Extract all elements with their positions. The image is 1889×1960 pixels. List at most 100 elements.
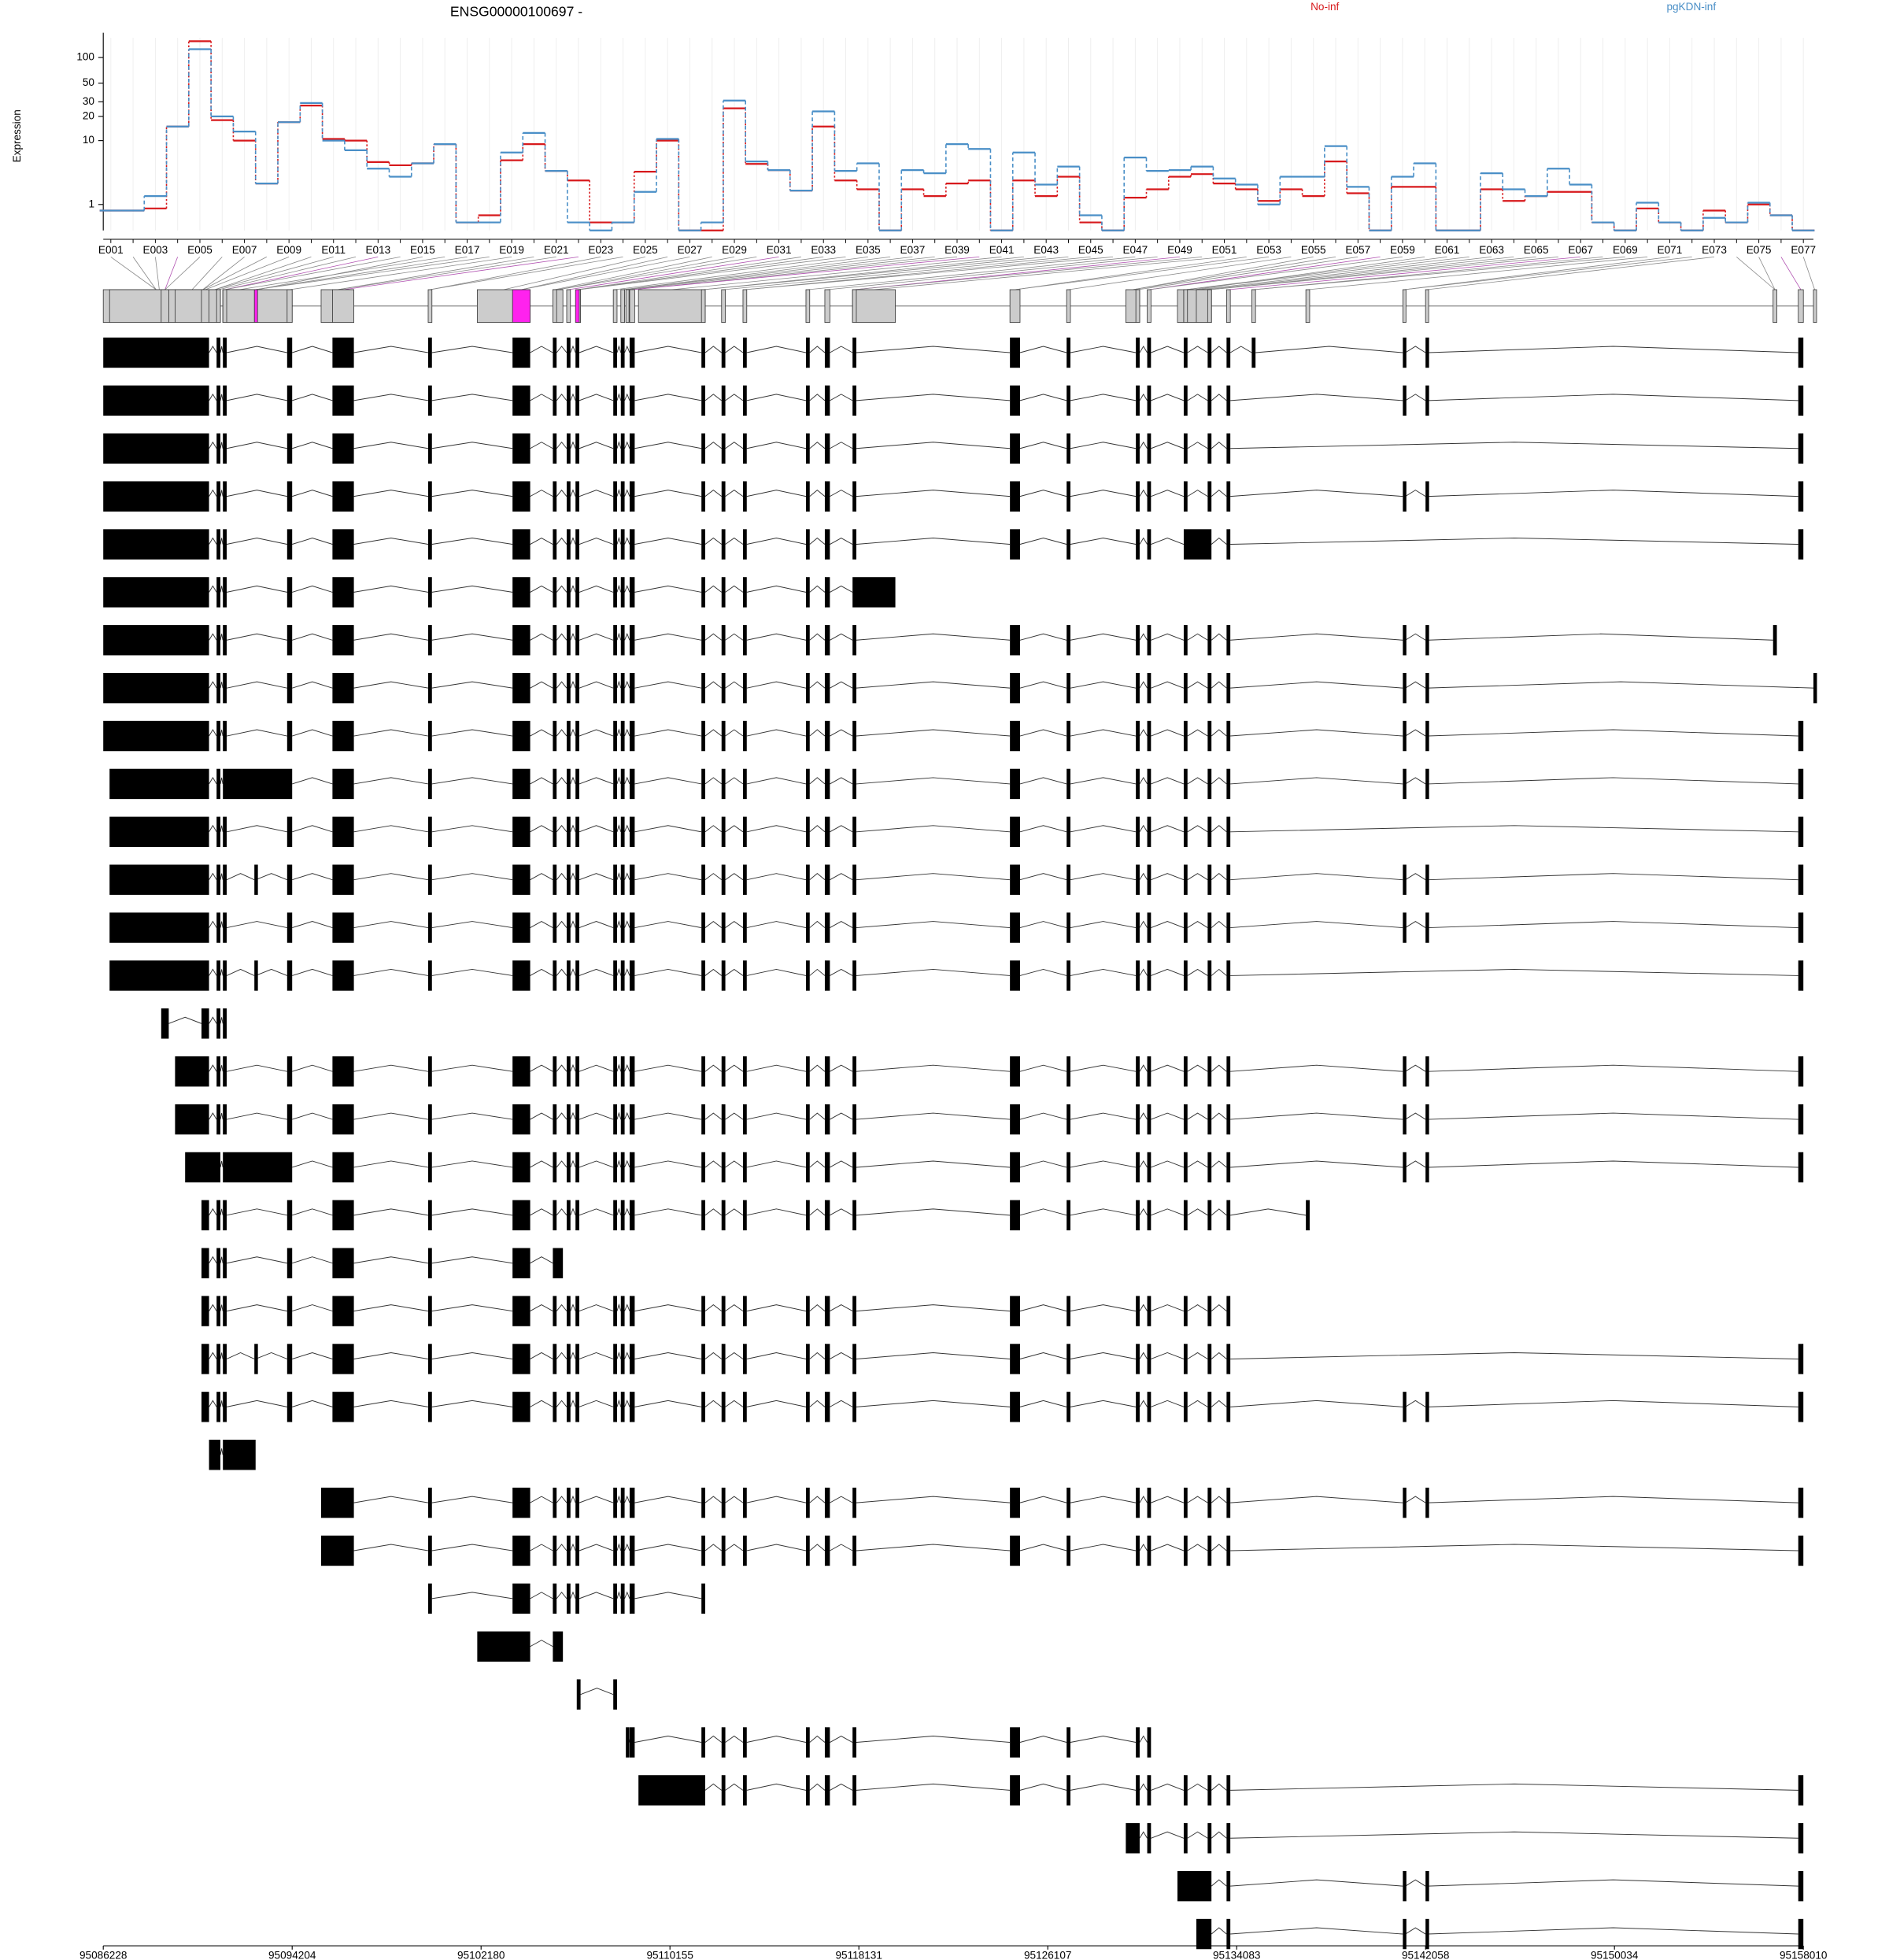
intron — [634, 968, 702, 976]
intron — [209, 1400, 217, 1407]
bin-connector — [1253, 257, 1625, 290]
exon — [1147, 768, 1152, 800]
intron — [556, 1400, 567, 1407]
exon — [512, 1152, 530, 1183]
intron — [220, 1065, 224, 1072]
intron — [1405, 394, 1426, 401]
exon — [824, 481, 830, 512]
exon — [223, 1296, 227, 1326]
exon — [427, 1487, 432, 1518]
x-tick-label: E075 — [1747, 244, 1772, 256]
bin-connector — [214, 257, 334, 290]
exon — [1226, 1918, 1231, 1950]
intron — [220, 777, 224, 785]
intron — [556, 1160, 567, 1168]
exon — [1136, 1056, 1140, 1087]
intron — [431, 1400, 513, 1407]
intron — [556, 394, 567, 401]
exon — [254, 1344, 258, 1374]
exon — [721, 960, 726, 991]
intron — [1151, 1400, 1185, 1407]
intron — [634, 1304, 702, 1312]
intron — [616, 1159, 622, 1168]
exon — [223, 481, 227, 512]
bin-connector — [626, 257, 935, 290]
intron — [220, 1400, 224, 1407]
exon — [223, 720, 227, 752]
intron — [1139, 1544, 1148, 1551]
exon — [1207, 433, 1212, 464]
exon — [620, 864, 625, 895]
intron — [431, 1352, 513, 1359]
intron — [226, 968, 255, 976]
intron — [220, 346, 224, 353]
intron — [1211, 1831, 1227, 1839]
intron — [570, 537, 576, 545]
intron — [579, 585, 614, 593]
intron — [1070, 346, 1137, 353]
exon — [721, 768, 726, 800]
exon — [824, 1775, 830, 1806]
exon — [223, 1008, 227, 1039]
intron — [634, 1352, 702, 1359]
transcript — [175, 1104, 1804, 1135]
exon — [566, 1200, 571, 1231]
exon-bin — [1773, 289, 1777, 323]
intron — [1187, 1160, 1208, 1168]
exon — [620, 481, 625, 512]
exon — [185, 1152, 221, 1183]
exon — [286, 1248, 293, 1278]
intron — [1070, 1496, 1137, 1503]
exon — [332, 1392, 354, 1422]
exon — [1147, 672, 1152, 704]
x-tick-label: E009 — [276, 244, 301, 256]
intron — [353, 585, 429, 593]
exon — [824, 960, 830, 991]
exon — [1207, 1152, 1212, 1183]
exon — [201, 1344, 209, 1374]
exon — [512, 1583, 530, 1614]
intron — [1211, 490, 1227, 497]
intron — [1139, 1304, 1148, 1311]
exon — [201, 1248, 209, 1278]
intron — [353, 1352, 429, 1359]
exon — [1226, 672, 1231, 704]
intron — [704, 1496, 723, 1503]
exon — [575, 912, 579, 943]
intron — [1139, 633, 1148, 641]
exon — [1403, 720, 1407, 752]
exon-bin — [1251, 289, 1256, 323]
intron — [292, 633, 333, 641]
exon — [742, 433, 747, 464]
exon — [805, 1200, 810, 1231]
exon — [852, 577, 896, 608]
exon — [1207, 1775, 1212, 1806]
exon — [852, 816, 856, 847]
exon — [629, 529, 635, 560]
intron — [1230, 1783, 1798, 1791]
exon — [553, 1392, 557, 1422]
intron — [530, 1640, 553, 1648]
exon — [1226, 1870, 1231, 1902]
exon — [620, 625, 625, 656]
exon — [701, 768, 705, 800]
intron — [704, 346, 723, 353]
exon — [1147, 337, 1152, 368]
intron — [579, 442, 614, 449]
intron — [616, 1207, 622, 1215]
intron — [556, 537, 567, 545]
exon — [1066, 768, 1070, 800]
exon — [427, 672, 432, 704]
intron — [530, 1160, 553, 1168]
intron — [353, 873, 429, 881]
transcript — [320, 1535, 1804, 1566]
exon — [575, 1104, 579, 1135]
intron — [209, 872, 217, 880]
exon — [1066, 337, 1070, 368]
exon — [109, 960, 209, 991]
intron — [624, 585, 630, 593]
intron — [634, 585, 702, 593]
intron — [1070, 968, 1137, 976]
intron — [704, 442, 723, 449]
intron — [1428, 729, 1798, 737]
